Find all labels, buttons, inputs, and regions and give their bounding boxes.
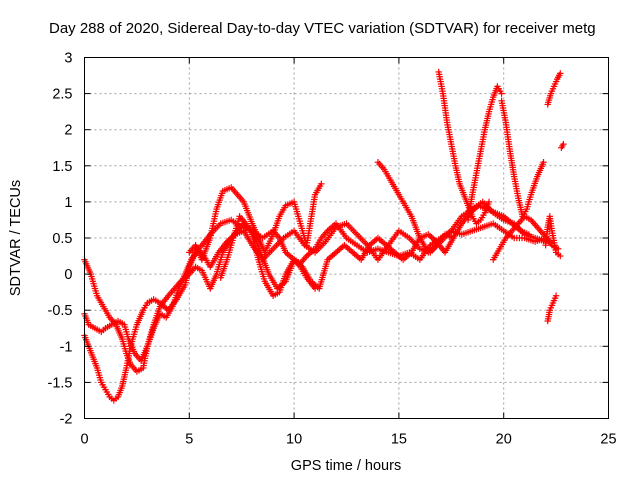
x-tick-label: 20 <box>496 432 512 448</box>
data-point <box>557 252 564 260</box>
data-point <box>318 180 325 188</box>
data-point <box>540 158 547 166</box>
data-point <box>450 234 457 242</box>
series-track-i <box>498 97 547 220</box>
x-axis-label: GPS time / hours <box>291 458 401 474</box>
x-tick-label: 0 <box>80 432 88 448</box>
y-tick-label: 1 <box>64 195 72 211</box>
series-track-g <box>435 68 493 227</box>
y-tick-label: -1 <box>60 339 73 355</box>
x-tick-label: 10 <box>286 432 302 448</box>
y-tick-label: 0 <box>64 267 72 283</box>
y-axis-label: SDTVAR / TECUs <box>8 180 24 296</box>
x-tick-label: 25 <box>600 432 616 448</box>
y-tick-label: -2 <box>60 412 73 428</box>
series-track-m <box>544 292 560 325</box>
y-tick-label: 3 <box>64 51 72 67</box>
data-point <box>552 292 560 299</box>
series-track-h <box>464 83 505 224</box>
series-track-f <box>374 158 457 256</box>
series-line <box>467 85 503 220</box>
series-track-c <box>81 220 562 364</box>
data-point <box>557 70 564 77</box>
y-tick-label: -1.5 <box>48 375 73 391</box>
x-tick-label: 15 <box>391 432 407 448</box>
axis-ticks: 0 5 10 15 20 25 -2 -1.5 -1 -0.5 0 0.5 1 1.5 2 2.5 3 <box>48 51 617 448</box>
series-track-n <box>558 140 567 151</box>
x-tick-label: 5 <box>185 432 193 448</box>
series-track-k <box>542 213 564 260</box>
chart-title: Day 288 of 2020, Sidereal Day-to-day VTE… <box>49 20 596 37</box>
grid <box>84 57 609 419</box>
data-point <box>560 140 567 148</box>
series-track-e <box>217 213 319 299</box>
y-tick-label: -0.5 <box>48 303 73 319</box>
series-line <box>83 222 559 362</box>
y-tick-label: 2 <box>64 123 72 139</box>
series-layer <box>81 68 567 404</box>
data-point <box>546 238 554 245</box>
series-track-d <box>186 180 325 263</box>
data-point <box>485 198 493 206</box>
y-tick-label: 0.5 <box>52 231 72 247</box>
series-track-l <box>544 70 564 108</box>
data-point <box>498 90 505 97</box>
series-track-j <box>490 213 554 263</box>
y-tick-label: 1.5 <box>52 159 72 175</box>
data-point <box>311 285 319 292</box>
y-tick-label: 2.5 <box>52 87 72 103</box>
